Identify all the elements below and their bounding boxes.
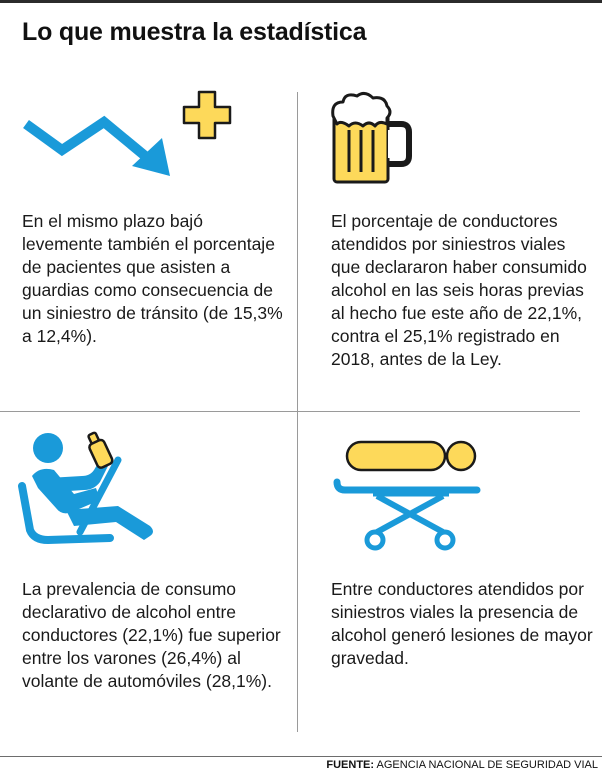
vertical-divider bbox=[297, 92, 298, 732]
cell-guardias-text: En el mismo plazo bajó levemente también… bbox=[22, 211, 283, 346]
stretcher-patient-icon bbox=[333, 440, 481, 551]
horizontal-divider bbox=[0, 411, 580, 412]
top-rule bbox=[0, 0, 602, 3]
medical-cross-icon bbox=[182, 90, 232, 140]
trend-down-arrow-icon bbox=[23, 115, 170, 176]
beer-mug-icon bbox=[331, 91, 412, 184]
footer-rule bbox=[0, 756, 602, 757]
source-name: AGENCIA NACIONAL DE SEGURIDAD VIAL bbox=[376, 759, 598, 771]
cell-injury-severity-text: Entre conductores atendidos por siniestr… bbox=[331, 579, 593, 668]
source-credit: FUENTE: AGENCIA NACIONAL DE SEGURIDAD VI… bbox=[326, 759, 598, 771]
cell-alcohol-percentage-text: El porcentaje de conductores atendidos p… bbox=[331, 211, 587, 369]
cell-prevalence-text: La prevalencia de consumo declarativo de… bbox=[22, 579, 281, 691]
source-label: FUENTE: bbox=[326, 759, 375, 771]
page-title: Lo que muestra la estadística bbox=[22, 18, 367, 46]
driver-with-bottle-icon bbox=[18, 431, 153, 545]
